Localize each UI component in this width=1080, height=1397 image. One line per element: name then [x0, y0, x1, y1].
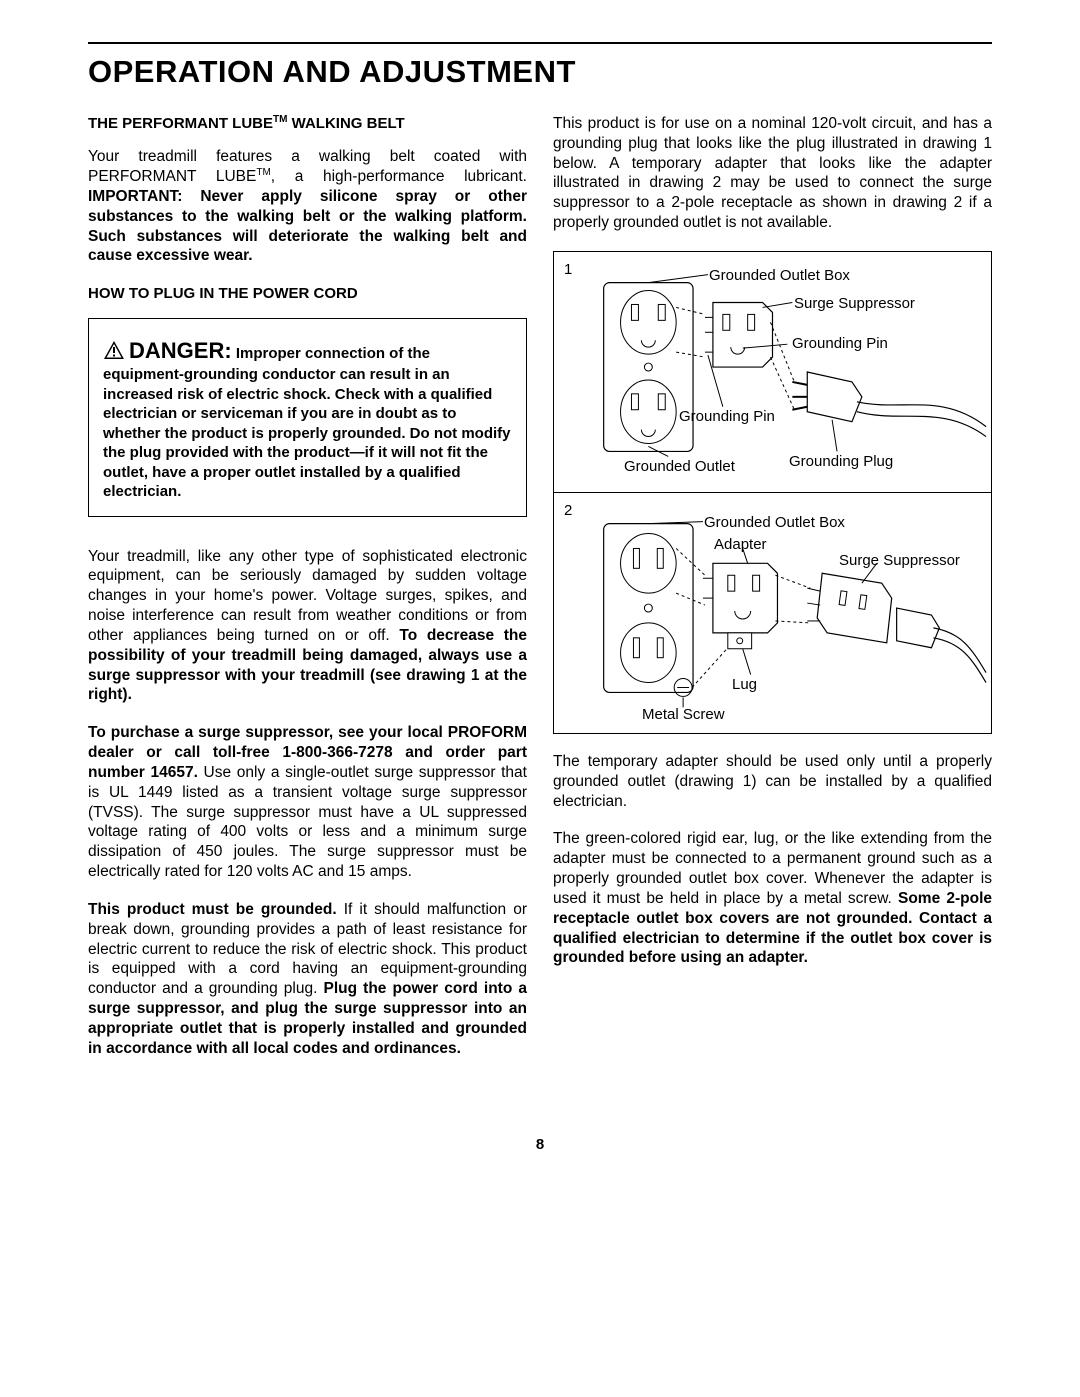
paragraph-green-ear: The green-colored rigid ear, lug, or the… — [553, 829, 992, 968]
bold-text: This product must be grounded. — [88, 901, 337, 918]
warning-triangle-icon — [103, 340, 125, 360]
section-heading-plug: HOW TO PLUG IN THE POWER CORD — [88, 284, 527, 303]
paragraph-grounding: This product must be grounded. If it sho… — [88, 900, 527, 1059]
paragraph-circuit: This product is for use on a nominal 120… — [553, 114, 992, 233]
paragraph-surge-2: To purchase a surge suppressor, see your… — [88, 723, 527, 882]
drawing-2-panel: 2 — [554, 492, 991, 733]
danger-body: Improper connection of the equipment-gro… — [103, 345, 511, 501]
drawings-container: 1 — [553, 251, 992, 734]
manual-page: OPERATION AND ADJUSTMENT THE PERFORMANT … — [0, 0, 1080, 1193]
danger-label: DANGER: — [129, 338, 232, 363]
body-text: Use only a single-outlet surge suppresso… — [88, 764, 527, 880]
label-grounding-plug: Grounding Plug — [789, 452, 893, 471]
paragraph-surge-1: Your treadmill, like any other type of s… — [88, 547, 527, 706]
label-grounded-outlet: Grounded Outlet — [624, 457, 735, 476]
tm-symbol: TM — [273, 114, 287, 125]
two-column-layout: THE PERFORMANT LUBETM WALKING BELT Your … — [88, 114, 992, 1076]
drawing-1-illustration — [554, 252, 991, 492]
page-number: 8 — [88, 1136, 992, 1153]
label-grounded-outlet-box-2: Grounded Outlet Box — [704, 513, 845, 532]
label-grounded-outlet-box: Grounded Outlet Box — [709, 266, 850, 285]
tm-symbol: TM — [256, 167, 270, 178]
left-column: THE PERFORMANT LUBETM WALKING BELT Your … — [88, 114, 527, 1076]
section-heading-lube: THE PERFORMANT LUBETM WALKING BELT — [88, 114, 527, 133]
top-rule — [88, 42, 992, 44]
danger-warning-box: DANGER: Improper connection of the equip… — [88, 318, 527, 517]
label-surge-suppressor: Surge Suppressor — [794, 294, 915, 313]
paragraph-temp-adapter: The temporary adapter should be used onl… — [553, 752, 992, 811]
label-surge-suppressor-2: Surge Suppressor — [839, 551, 960, 570]
right-column: This product is for use on a nominal 120… — [553, 114, 992, 1076]
heading-text: THE PERFORMANT LUBE — [88, 115, 273, 132]
label-metal-screw: Metal Screw — [642, 705, 725, 724]
page-title: OPERATION AND ADJUSTMENT — [88, 54, 992, 90]
label-grounding-pin-1: Grounding Pin — [792, 334, 888, 353]
label-grounding-pin-2: Grounding Pin — [679, 407, 775, 426]
label-adapter: Adapter — [714, 535, 767, 554]
danger-content: DANGER: Improper connection of the equip… — [103, 337, 512, 502]
body-text: , a high-performance lubricant. — [271, 168, 527, 185]
important-text: IMPORTANT: Never apply silicone spray or… — [88, 188, 527, 264]
paragraph-lube: Your treadmill features a walking belt c… — [88, 147, 527, 266]
drawing-1-panel: 1 — [554, 252, 991, 492]
heading-tail: WALKING BELT — [287, 115, 404, 132]
label-lug: Lug — [732, 675, 757, 694]
